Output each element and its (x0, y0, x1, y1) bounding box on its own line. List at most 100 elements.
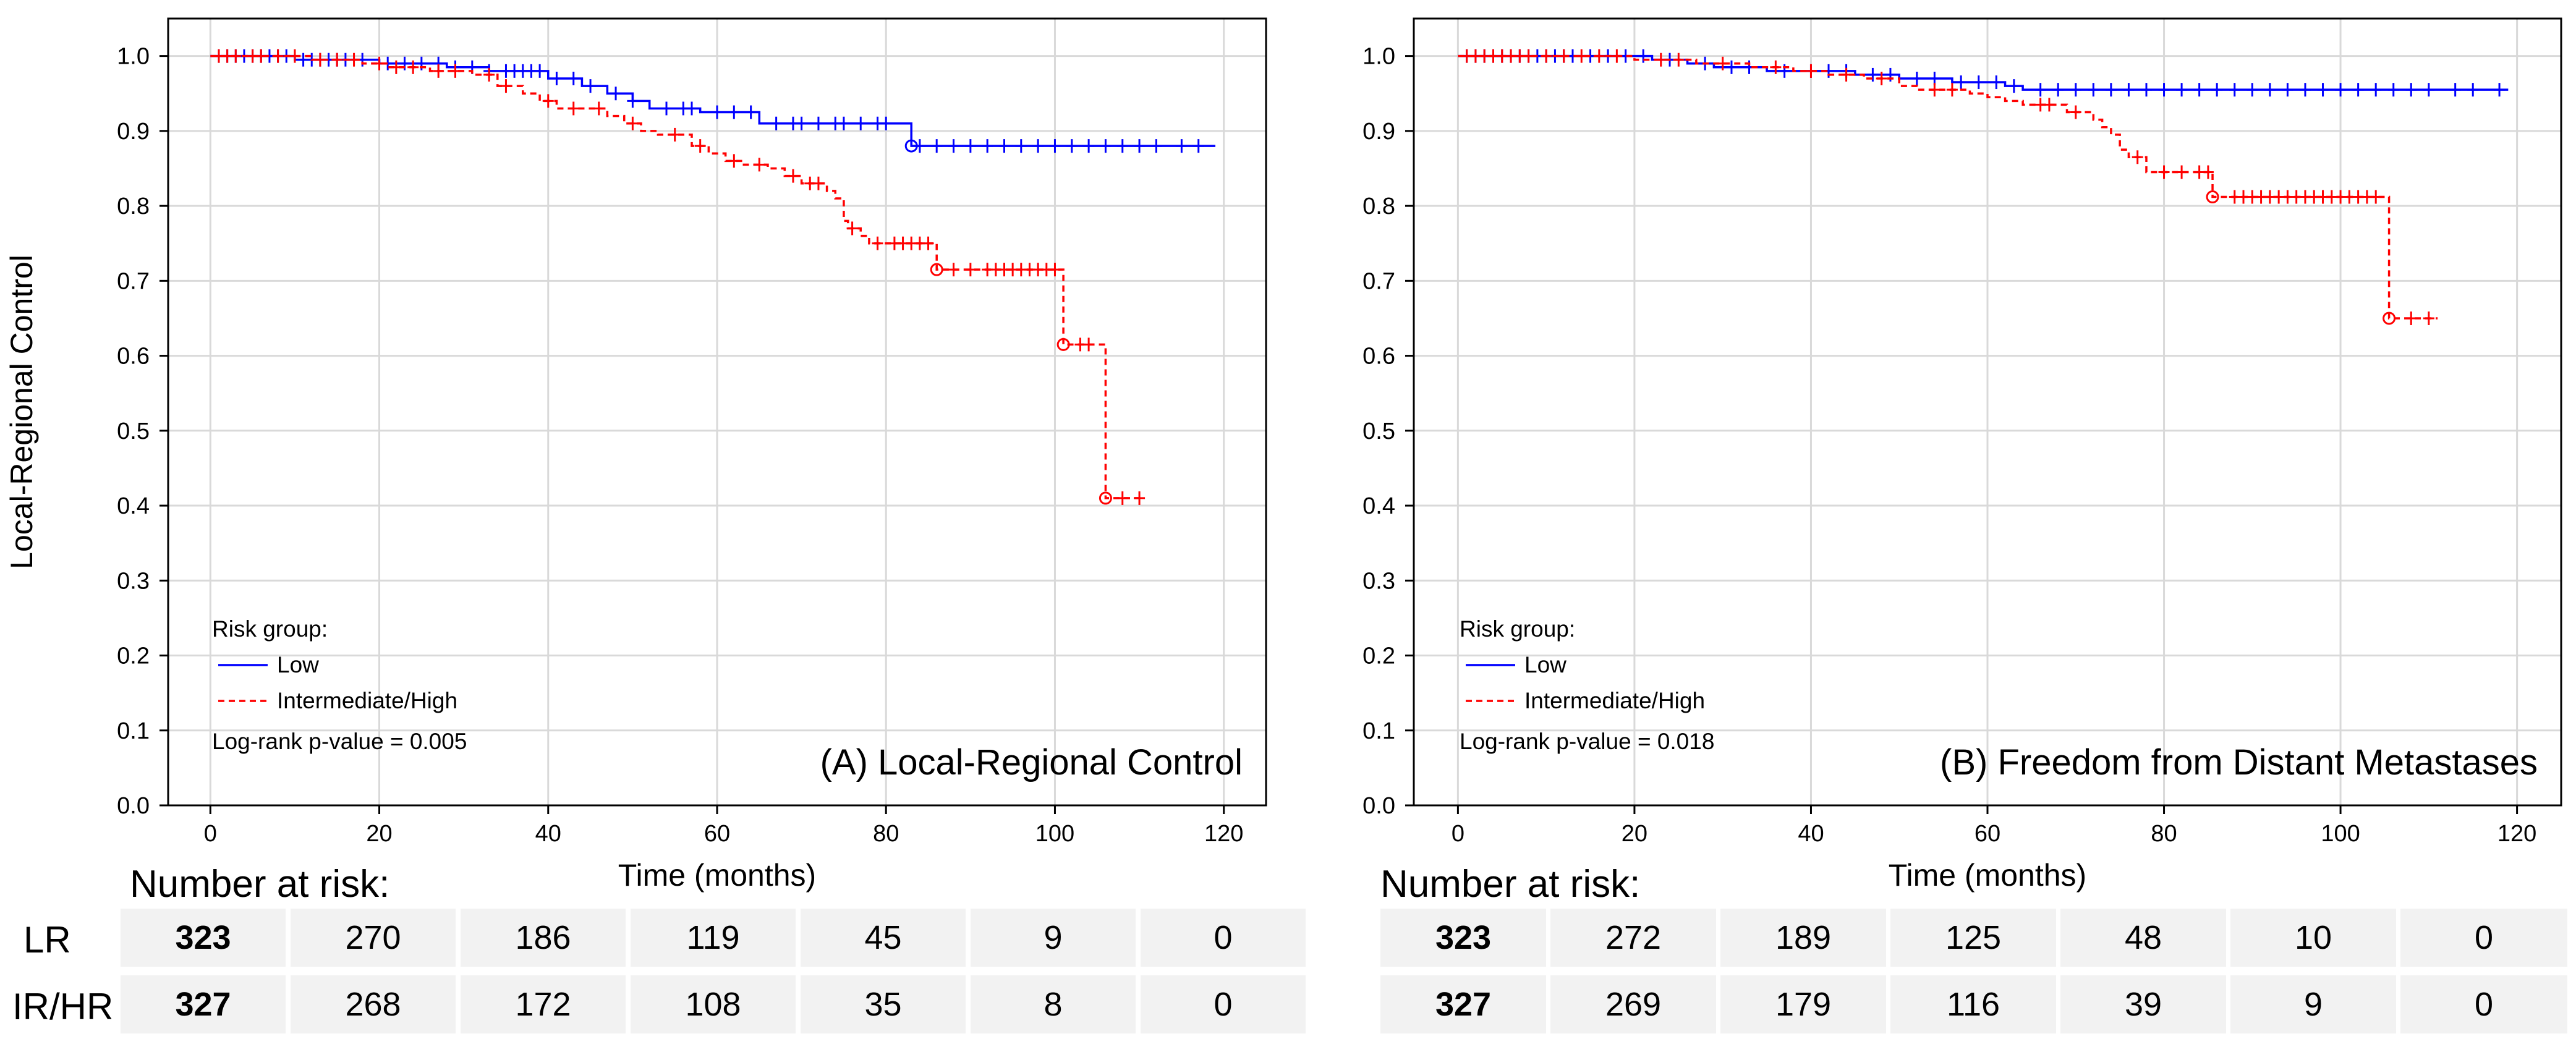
km-chart-local-regional-control: 0 20 40 60 80 100 120 0.0 0.1 0.2 0.3 0.4 0.5 0.6 0.7 0… (4, 17, 1267, 893)
y-tick-label: 0.5 (117, 418, 150, 444)
risk-cell: 272 (1550, 909, 1716, 967)
y-tick-label: 0.4 (1362, 493, 1395, 519)
x-tick-label: 100 (1035, 821, 1074, 847)
risk-cell: 268 (291, 975, 456, 1033)
x-tick-label: 60 (1975, 821, 2000, 847)
risk-cell: 116 (1890, 975, 2056, 1033)
logrank-p-value: Log-rank p-value = 0.005 (212, 729, 467, 754)
legend-title: Risk group: (1460, 616, 1575, 642)
risk-cell: 186 (461, 909, 626, 967)
y-tick-label: 0.1 (1362, 718, 1395, 744)
x-tick-label: 40 (1798, 821, 1824, 847)
y-tick-label: 0.9 (1362, 119, 1395, 145)
risk-cell: 269 (1550, 975, 1716, 1033)
event-marker (2206, 190, 2219, 204)
legend: Risk group: Low Intermediate/High Log-rank … (1460, 616, 1714, 754)
panel-title: (A) Local-Regional Control (820, 742, 1243, 783)
risk-row-low: 323 272 189 125 48 10 0 (1288, 909, 2575, 970)
y-tick-label: 0.4 (117, 493, 150, 519)
x-tick-label: 80 (873, 821, 899, 847)
survival-curve (1458, 54, 2438, 320)
x-tick-label: 0 (204, 821, 217, 847)
event-marker (1099, 491, 1112, 505)
x-tick-label: 20 (1622, 821, 1647, 847)
risk-cell: 48 (2060, 909, 2226, 967)
risk-cell: 327 (1380, 975, 1546, 1033)
y-tick-label: 0.5 (1362, 418, 1395, 444)
y-tick-label: 0.2 (1362, 643, 1395, 669)
risk-cell: 39 (2060, 975, 2226, 1033)
y-tick-label: 0.7 (1362, 268, 1395, 294)
risk-table-title: Number at risk: (1380, 863, 1641, 906)
y-tick-label: 1.0 (117, 44, 150, 70)
risk-cell: 270 (291, 909, 456, 967)
risk-cell: 35 (801, 975, 966, 1033)
x-axis-label: Time (months) (1889, 858, 2086, 893)
risk-row-label: IR/HR (12, 986, 114, 1027)
y-tick-label: 0.2 (117, 643, 150, 669)
y-tick-label: 0.0 (117, 793, 150, 819)
x-tick-label: 40 (535, 821, 561, 847)
risk-cell: 108 (631, 975, 796, 1033)
risk-cell: 9 (2230, 975, 2396, 1033)
risk-row-intermediate-high: IR/HR 327 268 172 108 35 8 0 (0, 975, 1306, 1037)
series-intermediate-high (210, 49, 1146, 505)
x-axis-label: Time (months) (618, 858, 816, 893)
event-marker (1056, 337, 1070, 351)
risk-cell: 119 (631, 909, 796, 967)
risk-cell: 45 (801, 909, 966, 967)
risk-row-low: LR 323 270 186 119 45 9 0 (0, 909, 1306, 970)
y-tick-label: 0.8 (117, 193, 150, 219)
y-tick-label: 0.3 (117, 568, 150, 594)
risk-cell: 323 (121, 909, 286, 967)
y-tick-label: 0.7 (117, 268, 150, 294)
risk-cell: 172 (461, 975, 626, 1033)
survival-curve (210, 54, 1216, 147)
risk-cell: 0 (2400, 975, 2567, 1033)
x-tick-label: 60 (704, 821, 730, 847)
panel-title: (B) Freedom from Distant Metastases (1940, 742, 2538, 783)
risk-cell: 8 (971, 975, 1136, 1033)
risk-row-label: LR (23, 919, 71, 961)
x-tick-label: 120 (2497, 821, 2536, 847)
risk-cell: 9 (971, 909, 1136, 967)
y-tick-label: 0.3 (1362, 568, 1395, 594)
y-tick-label: 0.6 (1362, 344, 1395, 370)
y-tick-label: 0.8 (1362, 193, 1395, 219)
grid (1414, 19, 2561, 807)
series-intermediate-high (1458, 49, 2438, 325)
risk-table-title: Number at risk: (130, 863, 390, 906)
x-tick-label: 100 (2321, 821, 2360, 847)
risk-row-intermediate-high: 327 269 179 116 39 9 0 (1288, 975, 2575, 1037)
risk-cell: 189 (1720, 909, 1886, 967)
risk-cell: 0 (1141, 909, 1306, 967)
y-tick-label: 1.0 (1362, 44, 1395, 70)
legend-entry-label: Low (277, 652, 319, 677)
y-tick-label: 0.0 (1362, 793, 1395, 819)
risk-cell: 0 (2400, 909, 2567, 967)
event-marker (2383, 312, 2396, 325)
panel-freedom-from-distant-metastases: 0 20 40 60 80 100 120 0.0 0.1 0.2 0.3 0.4 0.5 0.6 0.7 0… (1288, 0, 2575, 1052)
legend-entry-label: Low (1524, 652, 1566, 677)
survival-curve (210, 54, 1140, 499)
x-tick-label: 80 (2151, 821, 2177, 847)
y-tick-label: 0.9 (117, 119, 150, 145)
risk-cell: 327 (121, 975, 286, 1033)
risk-cell: 0 (1141, 975, 1306, 1033)
legend-entry-label: Intermediate/High (277, 688, 457, 713)
legend: Risk group: Low Intermediate/High Log-rank … (212, 616, 467, 754)
event-marker (930, 263, 943, 276)
x-tick-label: 0 (1452, 821, 1464, 847)
x-tick-label: 120 (1204, 821, 1243, 847)
risk-cell: 125 (1890, 909, 2056, 967)
risk-cell: 10 (2230, 909, 2396, 967)
y-tick-label: 0.6 (117, 344, 150, 370)
risk-cell: 323 (1380, 909, 1546, 967)
legend-entry-label: Intermediate/High (1524, 688, 1705, 713)
event-marker (904, 139, 918, 153)
panel-local-regional-control: 0 20 40 60 80 100 120 0.0 0.1 0.2 0.3 0.4 0.5 0.6 0.7 0… (0, 17, 1306, 1037)
risk-cell: 179 (1720, 975, 1886, 1033)
logrank-p-value: Log-rank p-value = 0.018 (1460, 729, 1714, 754)
km-chart-freedom-from-distant-metastases: 0 20 40 60 80 100 120 0.0 0.1 0.2 0.3 0.4 0.5 0.6 0.7 0… (1362, 17, 2562, 893)
